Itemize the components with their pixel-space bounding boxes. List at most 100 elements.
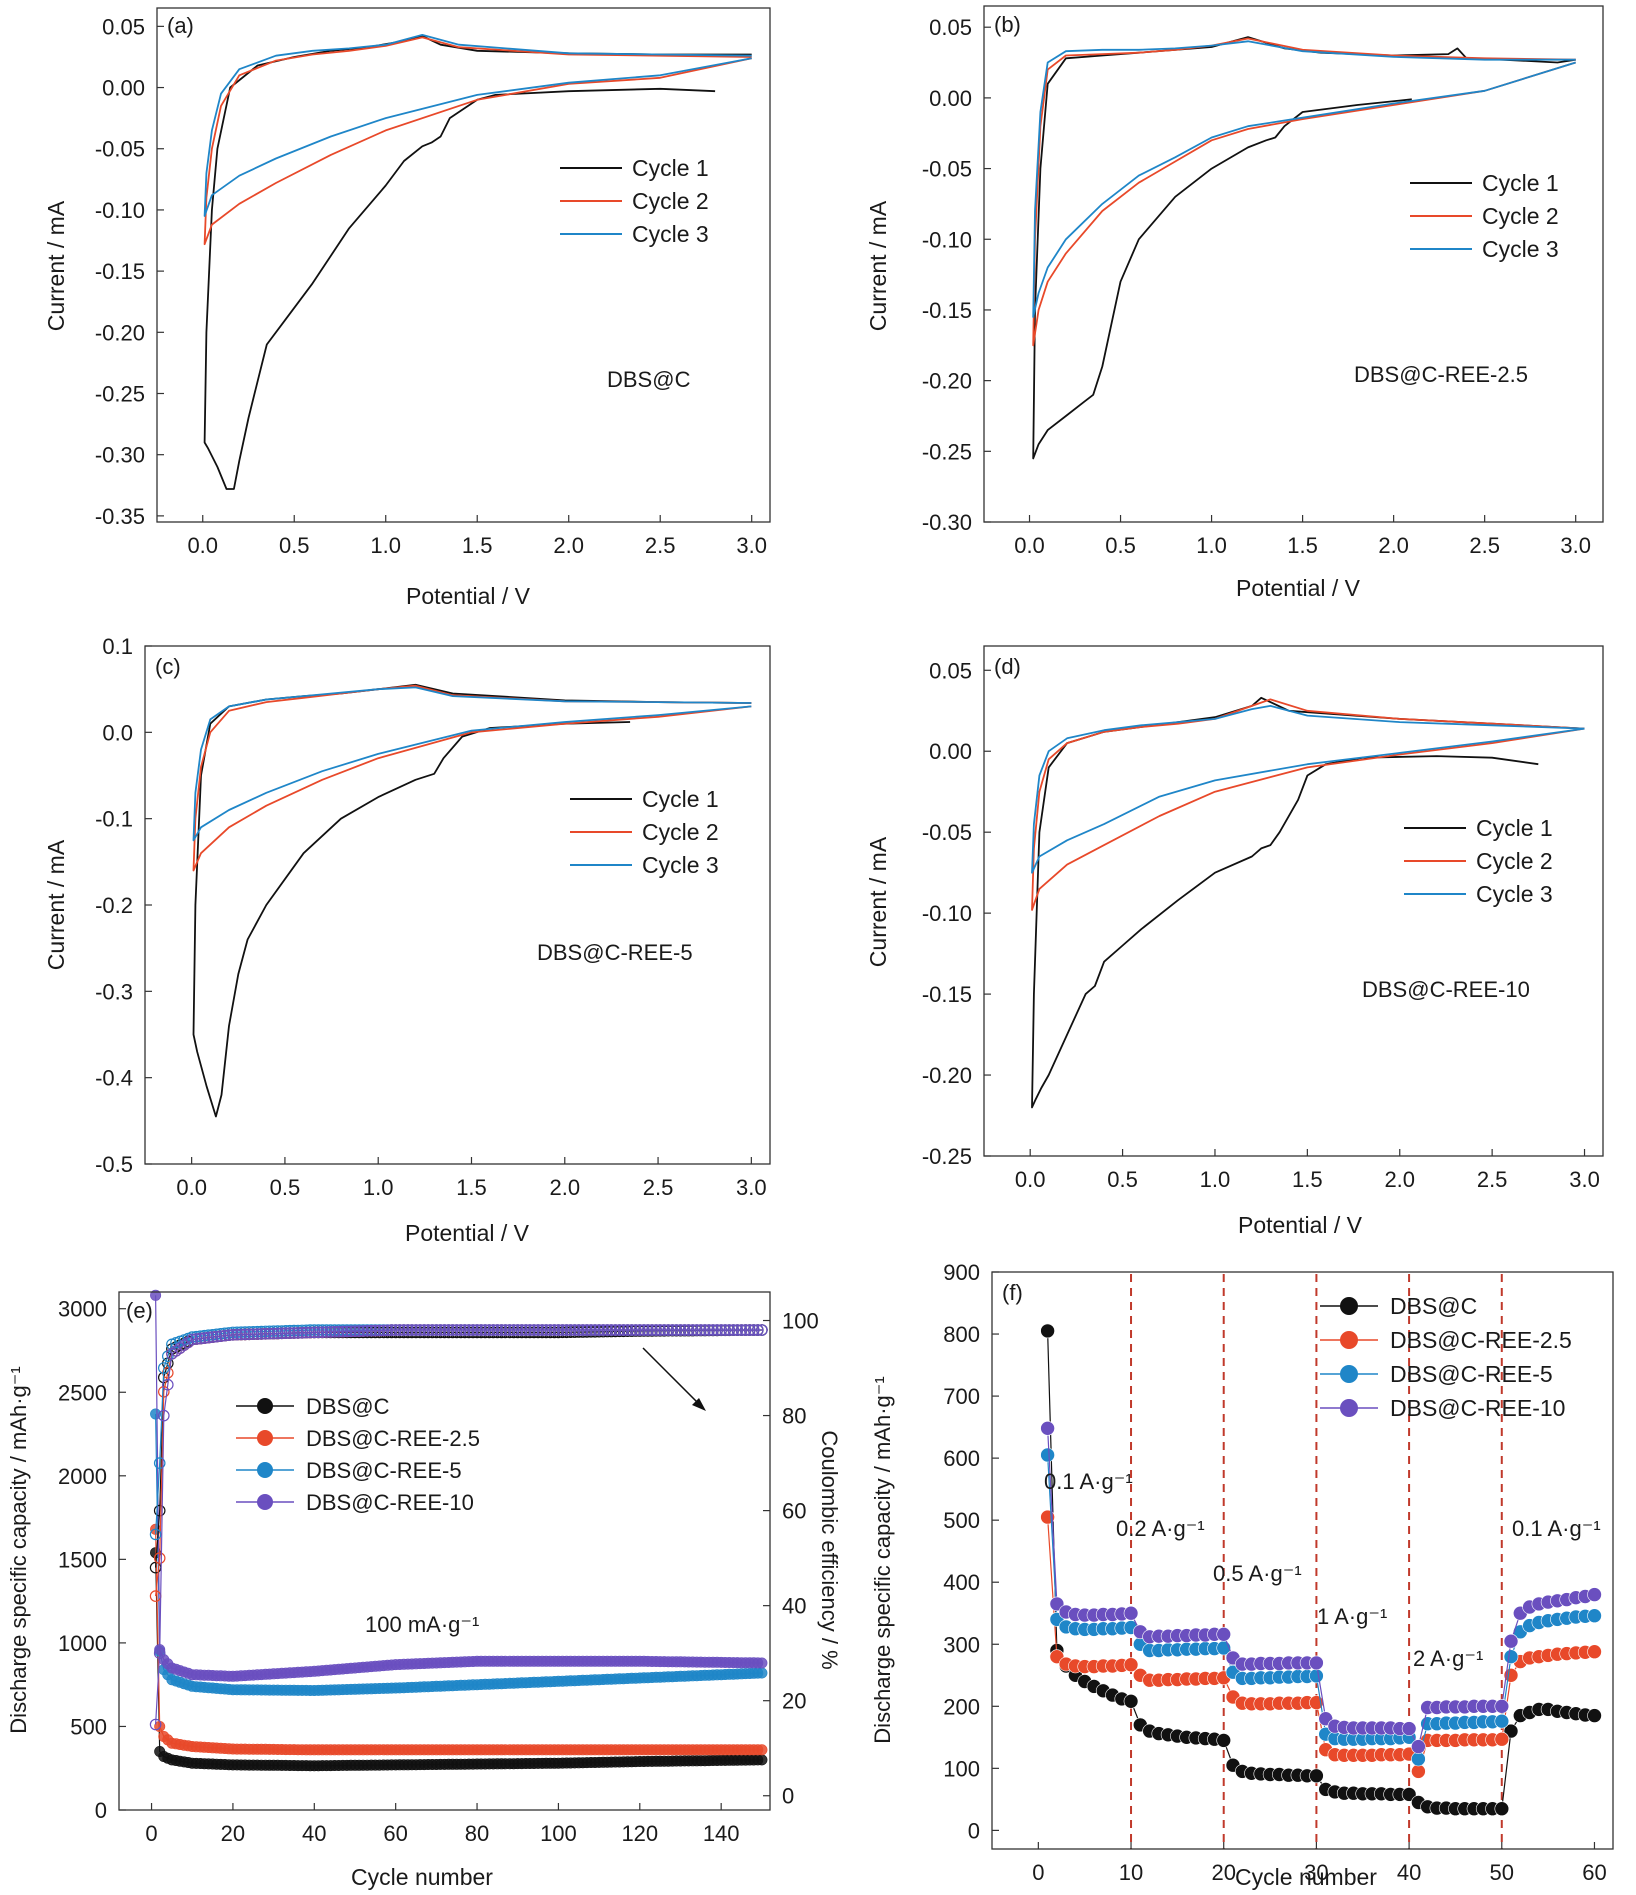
x-tick-label: 20 [1211, 1860, 1235, 1885]
efficiency-point [397, 1324, 410, 1336]
capacity-point [1411, 1764, 1426, 1779]
x-tick-label: 1.0 [1196, 533, 1227, 558]
legend: DBS@C DBS@C-REE-2.5 DBS@C-REE-5 DBS@C-REE-1… [1320, 1293, 1572, 1421]
x-tick-label: 0.0 [1014, 533, 1045, 558]
capacity-point [1123, 1657, 1139, 1672]
y-tick-label: 0.00 [929, 739, 972, 764]
x-tick-label: 1.5 [462, 533, 493, 558]
efficiency-point [292, 1327, 304, 1339]
capacity-point [1123, 1694, 1139, 1709]
efficiency-point [711, 1324, 723, 1336]
efficiency-point [149, 1718, 162, 1731]
legend-marker [257, 1430, 273, 1446]
efficiency-point [418, 1324, 430, 1336]
legend-label: DBS@C [306, 1394, 390, 1419]
x-tick-label: 50 [1490, 1860, 1514, 1885]
efficiency-point [633, 1324, 646, 1336]
x-tick-label: 0.0 [176, 1175, 207, 1200]
efficiency-point [638, 1324, 650, 1336]
efficiency-point [381, 1324, 394, 1337]
efficiency-point [658, 1324, 670, 1336]
y-tick-label: -0.25 [95, 382, 145, 407]
y-axis-label: Current / mA [865, 200, 891, 331]
efficiency-point [186, 1333, 198, 1346]
x-tick-label: 0.5 [270, 1175, 301, 1200]
capacity-point [1040, 1323, 1055, 1339]
efficiency-point [735, 1324, 748, 1336]
legend-marker [257, 1398, 273, 1414]
efficiency-point [487, 1324, 500, 1336]
efficiency-point [312, 1326, 325, 1339]
efficiency-point [654, 1324, 666, 1336]
efficiency-point [731, 1324, 744, 1336]
efficiency-point [548, 1324, 561, 1336]
y-tick-label: -0.05 [95, 137, 145, 162]
y-tick-label: -0.25 [922, 439, 972, 464]
legend-label: DBS@C-REE-5 [306, 1458, 462, 1483]
efficiency-point [377, 1324, 390, 1337]
x-axis-label: Potential / V [1236, 575, 1361, 601]
legend-label: Cycle 1 [632, 155, 709, 181]
y-tick-label: -0.15 [922, 298, 972, 323]
efficiency-point [483, 1324, 496, 1336]
efficiency-point [158, 1409, 170, 1422]
rate-label: 0.5 A·g⁻¹ [1213, 1561, 1302, 1586]
capacity-point [756, 1657, 768, 1669]
x-tick-label: 1.5 [456, 1175, 487, 1200]
efficiency-point [341, 1325, 353, 1338]
efficiency-point [597, 1324, 609, 1336]
capacity-point [1587, 1587, 1602, 1602]
plot-frame [118, 1291, 771, 1811]
efficiency-point [499, 1324, 512, 1336]
efficiency-point [271, 1327, 284, 1340]
x-tick-label: 3.0 [736, 1175, 767, 1200]
efficiency-point [719, 1324, 731, 1336]
rate-label: 0.1 A·g⁻¹ [1512, 1516, 1601, 1541]
efficiency-point [621, 1324, 634, 1336]
efficiency-point [532, 1324, 544, 1336]
efficiency-point [284, 1327, 296, 1339]
efficiency-point [296, 1327, 308, 1339]
efficiency-point [495, 1324, 508, 1336]
efficiency-point [507, 1324, 520, 1336]
y-tick-label: -0.10 [922, 227, 972, 252]
efficiency-point [743, 1324, 756, 1336]
efficiency-point [682, 1324, 695, 1336]
capacity-point [1494, 1713, 1510, 1729]
y-tick-label: -0.20 [95, 320, 145, 345]
efficiency-point [223, 1329, 235, 1341]
rate-label: 0.1 A·g⁻¹ [1044, 1469, 1133, 1494]
efficiency-point [316, 1326, 329, 1338]
efficiency-point [544, 1324, 557, 1336]
legend-label: Cycle 3 [642, 852, 719, 878]
y2-tick-label: 100 [782, 1309, 819, 1334]
efficiency-point [158, 1386, 170, 1398]
efficiency-point [149, 1528, 162, 1541]
efficiency-point [304, 1326, 316, 1339]
efficiency-point [406, 1324, 418, 1336]
panel-label: (f) [1002, 1280, 1023, 1305]
legend-marker [1340, 1297, 1358, 1315]
y-tick-label: -0.3 [95, 979, 133, 1004]
efficiency-point [414, 1324, 426, 1336]
y2-tick-label: 0 [782, 1784, 794, 1809]
efficiency-point [572, 1324, 585, 1336]
efficiency-point [581, 1324, 593, 1336]
efficiency-point [471, 1324, 483, 1336]
efficiency-point [662, 1324, 675, 1336]
efficiency-point [629, 1324, 642, 1336]
efficiency-point [210, 1330, 223, 1343]
rate-label: 2 A·g⁻¹ [1413, 1646, 1483, 1671]
efficiency-point [206, 1331, 219, 1343]
efficiency-point [393, 1324, 406, 1336]
efficiency-point [646, 1324, 658, 1336]
x-tick-label: 0.5 [279, 533, 310, 558]
efficiency-point [520, 1324, 532, 1336]
y-tick-label: -0.5 [95, 1152, 133, 1177]
x-tick-label: 60 [1582, 1860, 1606, 1885]
y-tick-label: 400 [943, 1570, 980, 1595]
capacity-point [1216, 1733, 1231, 1748]
legend-marker [257, 1494, 273, 1510]
rate-label: 1 A·g⁻¹ [1317, 1604, 1387, 1629]
panel-c-cv-chart: 0.0 0.5 1.0 1.5 2.0 2.5 3.0 0.1 0.0 -0.1 -0.2 -0.3 -… [43, 634, 771, 1246]
